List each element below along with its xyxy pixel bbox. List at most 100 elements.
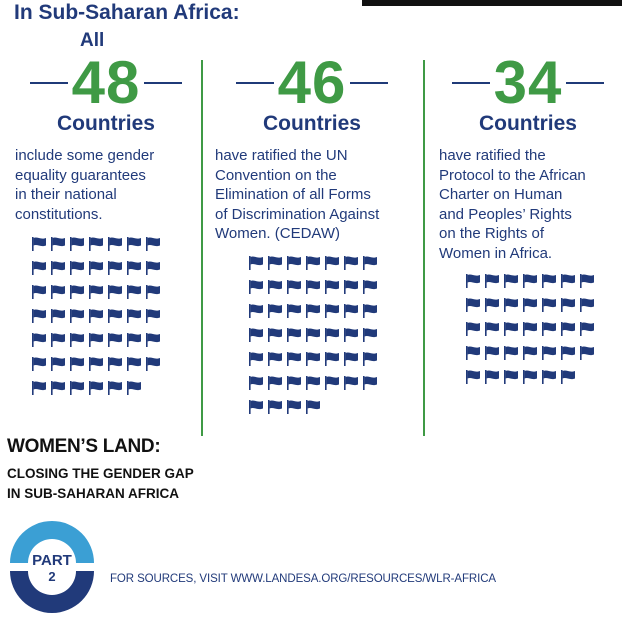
flag-icon	[51, 381, 65, 395]
flag-icon	[363, 376, 377, 390]
flag-icon	[542, 322, 556, 336]
flag-icon	[70, 285, 84, 299]
description-line: Convention on the	[215, 166, 337, 184]
description-line: equality guarantees	[15, 166, 146, 184]
flag-icon	[127, 333, 141, 347]
flag-icon	[249, 304, 263, 318]
flag-icon	[306, 352, 320, 366]
flag-icon	[561, 322, 575, 336]
flag-icon	[249, 280, 263, 294]
flag-icon	[523, 370, 537, 384]
flag-icon	[268, 352, 282, 366]
flag-icon	[108, 285, 122, 299]
flag-icon	[523, 322, 537, 336]
flag-icon	[287, 328, 301, 342]
description-line: in their national	[15, 186, 117, 203]
stat-constitutions: 48 Countries	[16, 52, 196, 136]
flag-icon	[325, 280, 339, 294]
flag-icon	[580, 298, 594, 312]
flag-icon	[542, 298, 556, 312]
flag-icon	[89, 261, 103, 275]
flag-icon	[249, 328, 263, 342]
flag-icon	[542, 346, 556, 360]
flag-icon	[70, 261, 84, 275]
stat-label: Countries	[262, 112, 361, 135]
flag-icon	[32, 333, 46, 347]
flag-icon	[325, 352, 339, 366]
flag-icon	[108, 333, 122, 347]
flag-icon	[287, 280, 301, 294]
flag-icon	[70, 381, 84, 395]
flag-icon	[504, 298, 518, 312]
description-line: Protocol to the African	[439, 166, 586, 184]
flag-icon	[306, 400, 320, 414]
flag-grid-cedaw	[248, 255, 378, 415]
description-line: have ratified the	[439, 147, 546, 164]
flag-icon	[325, 304, 339, 318]
flag-icon	[108, 309, 122, 323]
stat-rule-left	[29, 82, 68, 84]
flag-icon	[268, 256, 282, 270]
stat-number: 34	[493, 49, 563, 116]
flag-icon	[561, 370, 575, 384]
stat-label: Countries	[478, 112, 577, 135]
stat-description-cedaw: have ratified the UN Convention on the E…	[215, 146, 379, 244]
flag-icon	[70, 333, 84, 347]
flag-icon	[108, 237, 122, 251]
flag-icon	[580, 346, 594, 360]
flag-icon	[344, 376, 358, 390]
stat-description-maputo-protocol: have ratified the Protocol to the Africa…	[439, 146, 586, 263]
stat-rule-right	[144, 82, 183, 84]
flag-icon	[32, 309, 46, 323]
flag-icon	[523, 274, 537, 288]
flag-icon	[485, 322, 499, 336]
flag-icon	[268, 280, 282, 294]
flag-icon	[32, 357, 46, 371]
flag-icon	[146, 357, 160, 371]
flag-icon	[344, 304, 358, 318]
flag-icon	[466, 322, 480, 336]
top-black-bar	[362, 0, 622, 6]
flag-icon	[363, 352, 377, 366]
all-label: All	[80, 30, 105, 51]
flag-icon	[561, 346, 575, 360]
flag-icon	[363, 328, 377, 342]
flag-icon	[363, 280, 377, 294]
flag-icon	[146, 333, 160, 347]
flag-icon	[363, 304, 377, 318]
flag-icon	[344, 280, 358, 294]
flag-icon	[485, 274, 499, 288]
flag-icon	[249, 256, 263, 270]
stat-rule-left	[235, 82, 274, 84]
flag-icon	[344, 256, 358, 270]
flag-icon	[504, 274, 518, 288]
flag-icon	[485, 370, 499, 384]
flag-icon	[466, 370, 480, 384]
flag-icon	[287, 400, 301, 414]
description-line: and Peoples’ Rights	[439, 205, 572, 223]
flag-icon	[287, 352, 301, 366]
flag-grid-constitutions	[31, 236, 161, 396]
description-line: Women in Africa.	[439, 244, 553, 262]
flag-icon	[32, 285, 46, 299]
flag-icon	[127, 357, 141, 371]
description-line: Women. (CEDAW)	[215, 225, 341, 242]
stat-number: 48	[71, 49, 141, 116]
flag-icon	[485, 298, 499, 312]
flag-icon	[268, 376, 282, 390]
badge-part-label: PART	[32, 552, 72, 569]
flag-icon	[32, 381, 46, 395]
flag-icon	[70, 357, 84, 371]
description-line: Elimination of all Forms	[215, 186, 371, 203]
description-line: have ratified the UN	[215, 147, 348, 164]
flag-icon	[89, 333, 103, 347]
stat-description-constitutions: include some gender equality guarantees …	[15, 146, 154, 224]
flag-grid-maputo-protocol	[465, 273, 595, 385]
stat-label: Countries	[56, 112, 155, 135]
report-title: WOMEN’S LAND:	[7, 436, 161, 457]
flag-icon	[146, 237, 160, 251]
report-subtitle: CLOSING THE GENDER GAP IN SUB-SAHARAN AF…	[7, 464, 194, 504]
description-line: constitutions.	[15, 205, 103, 223]
part-ring-icon	[10, 521, 94, 613]
description-line: of Discrimination Against	[215, 205, 380, 223]
